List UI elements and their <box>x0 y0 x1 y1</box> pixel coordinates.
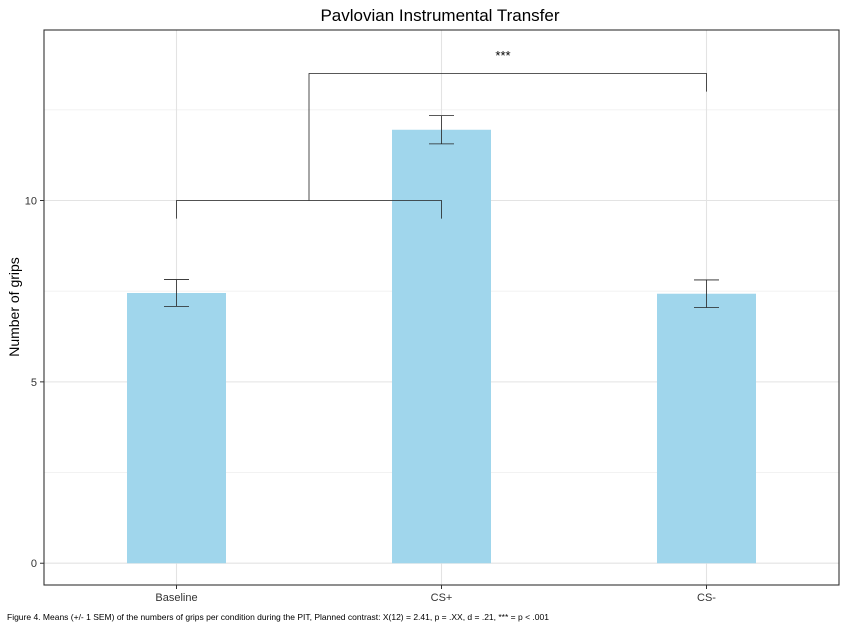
y-tick-label: 0 <box>31 558 37 570</box>
outer-bracket <box>308 73 707 201</box>
figure-caption: Figure 4. Means (+/- 1 SEM) of the numbe… <box>7 612 549 622</box>
x-tick-label: CS- <box>697 592 716 604</box>
y-axis-ticks: 0 5 10 <box>25 195 44 570</box>
chart-title: Pavlovian Instrumental Transfer <box>320 6 559 25</box>
bar-2 <box>657 293 756 564</box>
y-axis-label: Number of grips <box>6 257 22 357</box>
error-bars <box>164 115 719 308</box>
bar-0 <box>127 292 226 564</box>
y-tick-label: 5 <box>31 377 37 389</box>
x-tick-label: Baseline <box>155 592 197 604</box>
x-axis-ticks: Baseline CS+ CS- <box>155 585 716 604</box>
significance-brackets <box>176 73 707 219</box>
bar-1 <box>392 129 491 564</box>
significance-label: *** <box>495 48 510 63</box>
x-tick-label: CS+ <box>431 592 453 604</box>
y-tick-label: 10 <box>25 195 37 207</box>
